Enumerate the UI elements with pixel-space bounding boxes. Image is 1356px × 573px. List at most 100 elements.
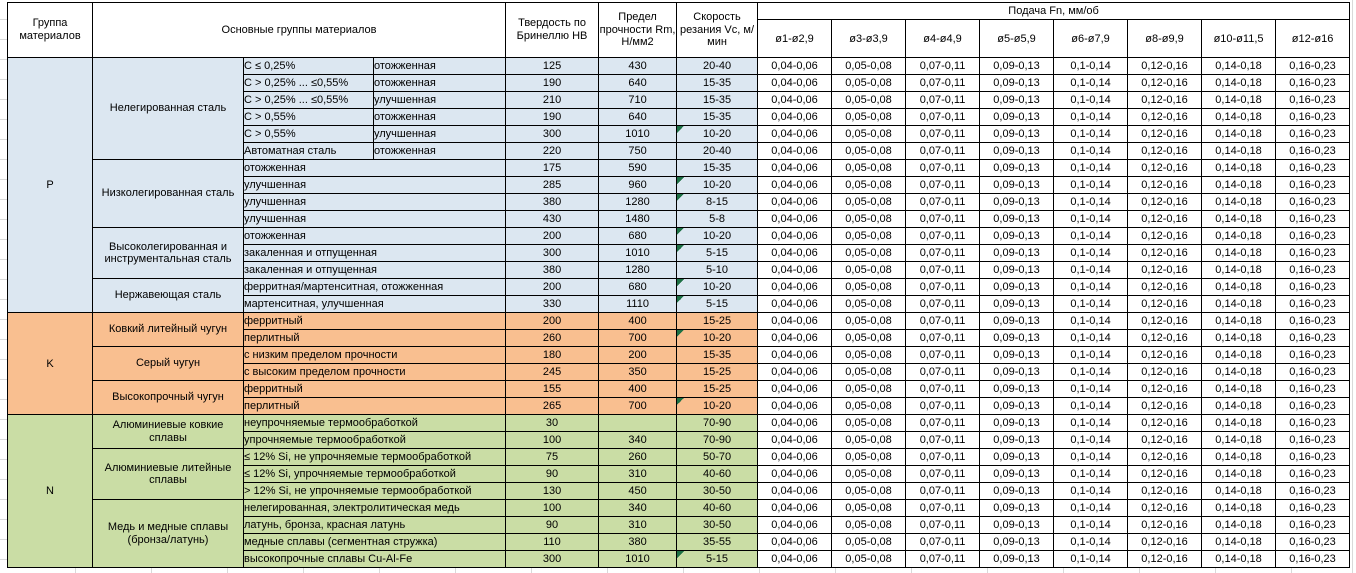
feed-cell[interactable]: 0,12-0,16 bbox=[1127, 142, 1203, 160]
feed-cell[interactable]: 0,05-0,08 bbox=[831, 142, 907, 160]
feed-cell[interactable]: 0,14-0,18 bbox=[1201, 346, 1277, 364]
feed-cell[interactable]: 0,04-0,06 bbox=[757, 482, 833, 500]
feed-cell[interactable]: 0,09-0,13 bbox=[979, 431, 1055, 449]
feed-cell[interactable]: 0,09-0,13 bbox=[979, 414, 1055, 432]
feed-cell[interactable]: 0,07-0,11 bbox=[905, 295, 981, 313]
vc-cell[interactable]: 5-15 bbox=[676, 550, 759, 568]
material-subtype-cell[interactable]: ферритная/мартенситная, отожженная bbox=[242, 278, 507, 296]
feed-cell[interactable]: 0,09-0,13 bbox=[979, 142, 1055, 160]
hb-cell[interactable]: 190 bbox=[505, 108, 600, 126]
feed-cell[interactable]: 0,16-0,23 bbox=[1275, 91, 1351, 109]
feed-cell[interactable]: 0,09-0,13 bbox=[979, 210, 1055, 228]
feed-cell[interactable]: 0,1-0,14 bbox=[1053, 125, 1129, 143]
vc-cell[interactable]: 5-15 bbox=[676, 244, 759, 262]
feed-cell[interactable]: 0,1-0,14 bbox=[1053, 499, 1129, 517]
col-header-strength-rm[interactable]: Предел прочности Rm, Н/мм2 bbox=[598, 2, 678, 58]
feed-cell[interactable]: 0,09-0,13 bbox=[979, 244, 1055, 262]
feed-cell[interactable]: 0,16-0,23 bbox=[1275, 516, 1351, 534]
feed-cell[interactable]: 0,07-0,11 bbox=[905, 244, 981, 262]
material-subtype-cell[interactable]: улучшенная bbox=[242, 210, 507, 228]
feed-cell[interactable]: 0,05-0,08 bbox=[831, 516, 907, 534]
feed-cell[interactable]: 0,14-0,18 bbox=[1201, 176, 1277, 194]
vc-cell[interactable]: 10-20 bbox=[676, 227, 759, 245]
feed-cell[interactable]: 0,1-0,14 bbox=[1053, 244, 1129, 262]
feed-cell[interactable]: 0,1-0,14 bbox=[1053, 431, 1129, 449]
feed-cell[interactable]: 0,07-0,11 bbox=[905, 414, 981, 432]
col-header-speed-vc[interactable]: Скорость резания Vc, м/мин bbox=[676, 2, 759, 58]
rm-cell[interactable]: 1010 bbox=[598, 244, 678, 262]
material-subtype-cell[interactable]: ферритный bbox=[242, 312, 507, 330]
feed-cell[interactable]: 0,16-0,23 bbox=[1275, 193, 1351, 211]
feed-cell[interactable]: 0,09-0,13 bbox=[979, 346, 1055, 364]
col-header-material-group[interactable]: Группа материалов bbox=[7, 2, 93, 58]
hb-cell[interactable]: 155 bbox=[505, 380, 600, 398]
feed-cell[interactable]: 0,16-0,23 bbox=[1275, 329, 1351, 347]
feed-cell[interactable]: 0,16-0,23 bbox=[1275, 57, 1351, 75]
feed-cell[interactable]: 0,04-0,06 bbox=[757, 431, 833, 449]
feed-cell[interactable]: 0,05-0,08 bbox=[831, 380, 907, 398]
feed-cell[interactable]: 0,14-0,18 bbox=[1201, 533, 1277, 551]
feed-cell[interactable]: 0,09-0,13 bbox=[979, 57, 1055, 75]
group-letter-cell[interactable]: K bbox=[7, 312, 93, 415]
feed-cell[interactable]: 0,1-0,14 bbox=[1053, 159, 1129, 177]
feed-cell[interactable]: 0,12-0,16 bbox=[1127, 210, 1203, 228]
vc-cell[interactable]: 15-25 bbox=[676, 380, 759, 398]
feed-cell[interactable]: 0,04-0,06 bbox=[757, 516, 833, 534]
feed-cell[interactable]: 0,16-0,23 bbox=[1275, 380, 1351, 398]
feed-cell[interactable]: 0,16-0,23 bbox=[1275, 465, 1351, 483]
material-family-cell[interactable]: Серый чугун bbox=[92, 346, 244, 381]
feed-cell[interactable]: 0,14-0,18 bbox=[1201, 142, 1277, 160]
feed-cell[interactable]: 0,14-0,18 bbox=[1201, 448, 1277, 466]
hb-cell[interactable]: 300 bbox=[505, 550, 600, 568]
feed-cell[interactable]: 0,1-0,14 bbox=[1053, 482, 1129, 500]
feed-cell[interactable]: 0,05-0,08 bbox=[831, 227, 907, 245]
treatment-cell[interactable]: отожженная bbox=[372, 57, 507, 75]
feed-cell[interactable]: 0,04-0,06 bbox=[757, 465, 833, 483]
feed-cell[interactable]: 0,14-0,18 bbox=[1201, 261, 1277, 279]
feed-cell[interactable]: 0,04-0,06 bbox=[757, 227, 833, 245]
treatment-cell[interactable]: улучшенная bbox=[372, 125, 507, 143]
hb-cell[interactable]: 130 bbox=[505, 482, 600, 500]
feed-diameter-header[interactable]: ø3-ø3,9 bbox=[831, 19, 907, 58]
material-subtype-cell[interactable]: высокопрочные сплавы Cu-Al-Fe bbox=[242, 550, 507, 568]
feed-cell[interactable]: 0,12-0,16 bbox=[1127, 227, 1203, 245]
feed-cell[interactable]: 0,09-0,13 bbox=[979, 261, 1055, 279]
vc-cell[interactable]: 30-50 bbox=[676, 516, 759, 534]
hb-cell[interactable]: 100 bbox=[505, 499, 600, 517]
hb-cell[interactable]: 285 bbox=[505, 176, 600, 194]
feed-cell[interactable]: 0,12-0,16 bbox=[1127, 431, 1203, 449]
feed-cell[interactable]: 0,07-0,11 bbox=[905, 397, 981, 415]
feed-cell[interactable]: 0,09-0,13 bbox=[979, 74, 1055, 92]
feed-cell[interactable]: 0,12-0,16 bbox=[1127, 533, 1203, 551]
feed-cell[interactable]: 0,05-0,08 bbox=[831, 125, 907, 143]
feed-cell[interactable]: 0,14-0,18 bbox=[1201, 380, 1277, 398]
feed-cell[interactable]: 0,14-0,18 bbox=[1201, 57, 1277, 75]
material-subtype-cell[interactable]: упрочняемые термообработкой bbox=[242, 431, 507, 449]
feed-cell[interactable]: 0,1-0,14 bbox=[1053, 363, 1129, 381]
feed-cell[interactable]: 0,05-0,08 bbox=[831, 414, 907, 432]
rm-cell[interactable]: 1280 bbox=[598, 261, 678, 279]
feed-cell[interactable]: 0,05-0,08 bbox=[831, 482, 907, 500]
feed-cell[interactable]: 0,04-0,06 bbox=[757, 329, 833, 347]
feed-cell[interactable]: 0,1-0,14 bbox=[1053, 210, 1129, 228]
feed-cell[interactable]: 0,09-0,13 bbox=[979, 312, 1055, 330]
vc-cell[interactable]: 10-20 bbox=[676, 125, 759, 143]
feed-cell[interactable]: 0,16-0,23 bbox=[1275, 397, 1351, 415]
vc-cell[interactable]: 8-15 bbox=[676, 193, 759, 211]
rm-cell[interactable]: 200 bbox=[598, 346, 678, 364]
feed-cell[interactable]: 0,04-0,06 bbox=[757, 533, 833, 551]
feed-cell[interactable]: 0,12-0,16 bbox=[1127, 261, 1203, 279]
feed-cell[interactable]: 0,12-0,16 bbox=[1127, 108, 1203, 126]
feed-cell[interactable]: 0,04-0,06 bbox=[757, 397, 833, 415]
feed-cell[interactable]: 0,05-0,08 bbox=[831, 210, 907, 228]
feed-cell[interactable]: 0,14-0,18 bbox=[1201, 74, 1277, 92]
feed-cell[interactable]: 0,16-0,23 bbox=[1275, 312, 1351, 330]
vc-cell[interactable]: 10-20 bbox=[676, 278, 759, 296]
feed-cell[interactable]: 0,07-0,11 bbox=[905, 125, 981, 143]
feed-cell[interactable]: 0,05-0,08 bbox=[831, 193, 907, 211]
vc-cell[interactable]: 50-70 bbox=[676, 448, 759, 466]
rm-cell[interactable]: 340 bbox=[598, 499, 678, 517]
feed-cell[interactable]: 0,16-0,23 bbox=[1275, 414, 1351, 432]
rm-cell[interactable]: 400 bbox=[598, 380, 678, 398]
material-family-cell[interactable]: Нелегированная сталь bbox=[92, 57, 244, 160]
